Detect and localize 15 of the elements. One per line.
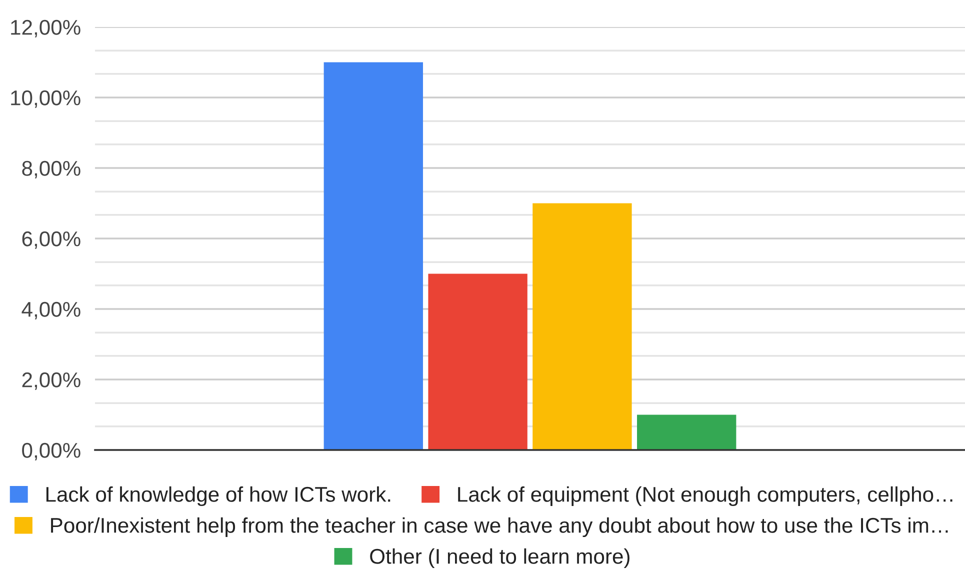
y-tick-label: 4,00% [22,302,80,320]
legend-label: Lack of knowledge of how ICTs work. [46,486,390,506]
bar [324,62,423,450]
y-tick-label: 12,00% [11,20,80,38]
y-tick-label: 2,00% [22,372,80,390]
legend-label: Poor/Inexistent help from the teacher in case we have any doubt about how to use the ICTs im… [51,517,948,538]
bar [532,203,632,450]
bar [428,274,528,450]
bar [637,414,736,450]
legend-label: Lack of equipment (Not enough computers, cellpho… [458,486,952,506]
y-tick-label: 0,00% [22,442,80,460]
legend-label: Other (I need to learn more) [370,548,630,568]
y-tick-label: 8,00% [22,160,80,178]
y-tick-label: 6,00% [22,231,80,249]
y-tick-label: 10,00% [11,90,80,108]
